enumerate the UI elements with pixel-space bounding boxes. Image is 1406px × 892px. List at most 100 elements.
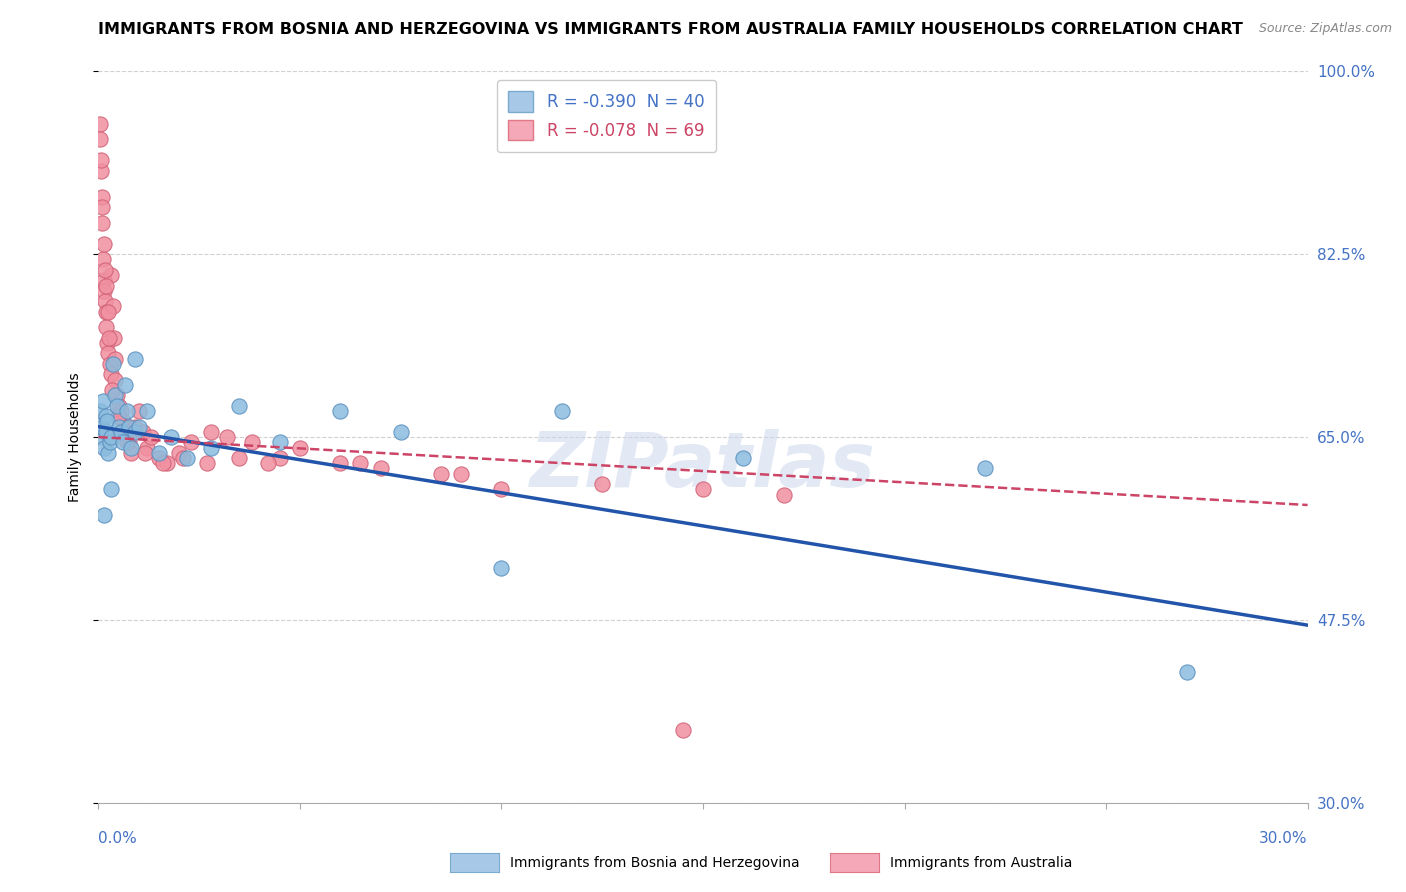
Point xyxy=(93,284,115,298)
Point xyxy=(329,456,352,470)
Point xyxy=(98,357,121,371)
Point xyxy=(128,404,150,418)
Point xyxy=(96,336,118,351)
Point xyxy=(118,419,141,434)
Text: Immigrants from Australia: Immigrants from Australia xyxy=(890,855,1073,870)
Point xyxy=(551,404,574,418)
Point xyxy=(103,351,125,366)
Point xyxy=(139,430,162,444)
Point xyxy=(430,467,453,481)
Point xyxy=(135,404,157,418)
Point xyxy=(124,351,146,366)
Point xyxy=(200,425,222,439)
Point xyxy=(132,425,155,439)
Text: 30.0%: 30.0% xyxy=(1260,831,1308,846)
Point xyxy=(491,560,513,574)
Point xyxy=(96,425,118,439)
Point xyxy=(117,435,139,450)
Point xyxy=(176,450,198,465)
Point xyxy=(100,483,122,497)
Point xyxy=(96,320,118,334)
Point xyxy=(591,477,613,491)
Point xyxy=(97,346,120,360)
Point xyxy=(160,430,183,444)
Point xyxy=(772,487,794,501)
Point xyxy=(167,446,190,460)
Point xyxy=(98,435,121,450)
Text: Source: ZipAtlas.com: Source: ZipAtlas.com xyxy=(1258,22,1392,36)
Point xyxy=(135,441,157,455)
Point xyxy=(228,399,250,413)
Point xyxy=(100,383,122,397)
Point xyxy=(269,450,291,465)
Point xyxy=(89,117,111,131)
Point xyxy=(450,467,472,481)
Point xyxy=(89,404,111,418)
Point xyxy=(114,419,136,434)
Point xyxy=(120,446,142,460)
Point xyxy=(93,508,115,523)
Point xyxy=(94,278,117,293)
Point xyxy=(107,419,129,434)
Point xyxy=(90,190,112,204)
Point xyxy=(90,163,112,178)
Point xyxy=(98,331,121,345)
Point xyxy=(974,461,997,475)
Point xyxy=(195,456,218,470)
Point xyxy=(491,483,513,497)
Text: Immigrants from Bosnia and Herzegovina: Immigrants from Bosnia and Herzegovina xyxy=(510,855,800,870)
Point xyxy=(200,441,222,455)
Point xyxy=(111,414,134,428)
Point xyxy=(97,304,120,318)
Point xyxy=(103,388,125,402)
Point xyxy=(111,435,134,450)
Point xyxy=(90,430,112,444)
Point xyxy=(115,404,138,418)
Point xyxy=(96,414,118,428)
Point xyxy=(97,446,120,460)
Point xyxy=(288,441,311,455)
Legend: R = -0.390  N = 40, R = -0.078  N = 69: R = -0.390 N = 40, R = -0.078 N = 69 xyxy=(496,79,716,152)
Point xyxy=(93,236,115,251)
Point xyxy=(91,419,114,434)
Point xyxy=(100,368,122,382)
Point xyxy=(152,456,174,470)
Point xyxy=(121,425,143,439)
Point xyxy=(103,331,125,345)
Point xyxy=(100,268,122,282)
Point xyxy=(107,399,129,413)
Point xyxy=(110,404,132,418)
Point xyxy=(148,446,170,460)
Point xyxy=(91,216,114,230)
Point xyxy=(105,399,128,413)
Point xyxy=(156,456,179,470)
Point xyxy=(370,461,392,475)
Point xyxy=(256,456,278,470)
Point xyxy=(1175,665,1198,680)
Point xyxy=(94,263,117,277)
Point xyxy=(105,388,128,402)
Point xyxy=(120,441,142,455)
Point xyxy=(89,132,111,146)
Point xyxy=(329,404,352,418)
Point xyxy=(101,357,124,371)
Point xyxy=(101,300,124,314)
Point xyxy=(217,430,239,444)
Text: IMMIGRANTS FROM BOSNIA AND HERZEGOVINA VS IMMIGRANTS FROM AUSTRALIA FAMILY HOUSE: IMMIGRANTS FROM BOSNIA AND HERZEGOVINA V… xyxy=(98,22,1243,37)
Point xyxy=(91,200,114,214)
Point xyxy=(148,450,170,465)
Point xyxy=(93,441,115,455)
Point xyxy=(100,430,122,444)
Point xyxy=(115,425,138,439)
Point xyxy=(110,425,132,439)
Point xyxy=(389,425,412,439)
Point xyxy=(93,273,115,287)
Point xyxy=(134,446,156,460)
Point xyxy=(90,153,112,168)
Point xyxy=(692,483,714,497)
Text: 0.0%: 0.0% xyxy=(98,831,138,846)
Point xyxy=(180,435,202,450)
Point xyxy=(269,435,291,450)
Point xyxy=(91,252,114,267)
Point xyxy=(128,419,150,434)
